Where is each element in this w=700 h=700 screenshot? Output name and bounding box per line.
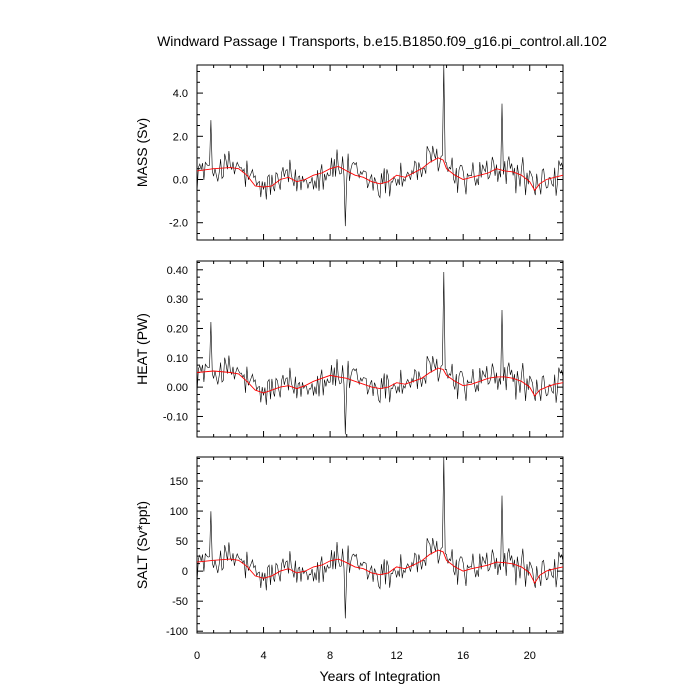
heat-y-tick-label: 0.00 [167,382,188,394]
heat-y-tick-label: 0.30 [167,294,188,306]
x-tick-label: 20 [524,650,536,662]
x-tick-label: 12 [391,650,403,662]
chart-title: Windward Passage I Transports, b.e15.B18… [157,33,607,49]
x-tick-label: 0 [194,650,200,662]
heat-y-tick-label: 0.20 [167,323,188,335]
x-tick-label: 8 [327,650,333,662]
salt-y-tick-label: -100 [166,626,188,638]
x-tick-label: 16 [457,650,469,662]
salt-y-tick-label: 150 [170,476,188,488]
heat-y-axis-label: HEAT (PW) [134,313,150,385]
salt-raw-series-line [196,456,564,619]
heat-raw-series-line [196,271,564,435]
mass-y-axis-label: MASS (Sv) [134,118,150,187]
salt-y-tick-label: 100 [170,506,188,518]
heat-y-tick-label: -0.10 [163,411,188,423]
mass-raw-series-line [196,64,564,227]
salt-y-tick-label: 0 [182,566,188,578]
salt-panel: -100 -50 0 50 100 150 SALT (Sv*ppt) 0 4 8 12 16 20 [134,456,564,662]
x-axis-label: Years of Integration [320,668,441,684]
salt-y-tick-label: -50 [172,596,188,608]
heat-plot-frame [196,260,564,438]
mass-y-tick-label: 2.0 [173,131,188,143]
mass-y-tick-label: 0.0 [173,175,188,187]
mass-plot-frame [196,64,564,241]
heat-smoothed-series-line [196,367,564,397]
salt-plot-frame [196,456,564,634]
mass-y-tick-label: 4.0 [173,88,188,100]
salt-smoothed-series-line [196,549,564,585]
heat-y-tick-label: 0.10 [167,353,188,365]
mass-panel: -2.0 0.0 2.0 4.0 MASS (Sv) [134,64,564,241]
heat-y-tick-label: 0.40 [167,265,188,277]
salt-y-tick-label: 50 [176,536,188,548]
salt-y-axis-label: SALT (Sv*ppt) [134,501,150,589]
x-tick-label: 4 [260,650,266,662]
mass-smoothed-series-line [196,157,564,192]
heat-panel: -0.10 0.00 0.10 0.20 0.30 0.40 HEAT (PW) [134,260,564,438]
mass-y-tick-label: -2.0 [169,218,188,230]
